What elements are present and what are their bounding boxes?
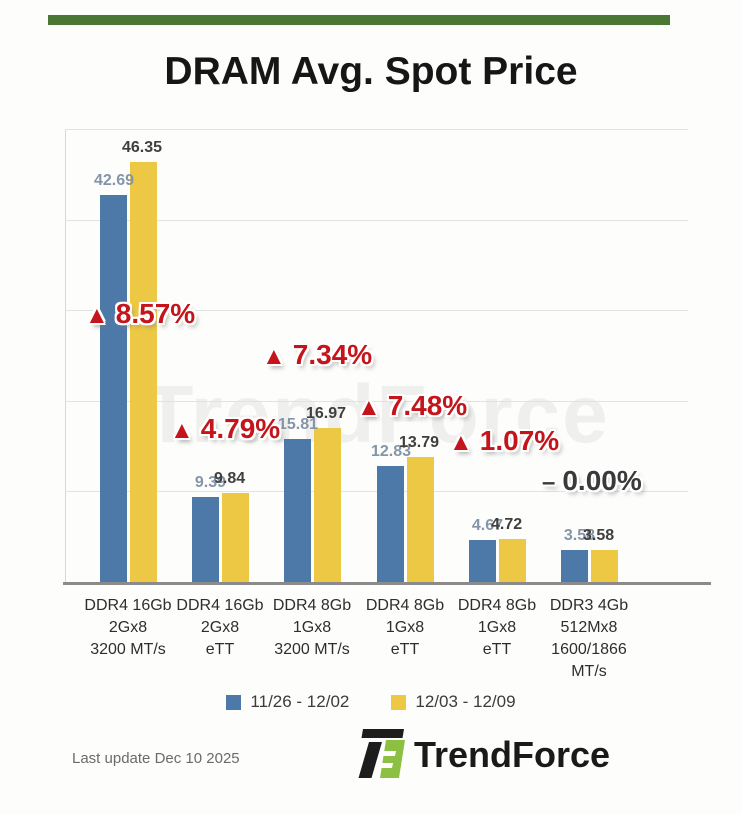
value-label-series2-group1: 46.35 <box>122 139 163 157</box>
change-percent-text: 4.79% <box>200 413 281 444</box>
bar-series1-group5 <box>468 539 496 582</box>
category-label-line: 1Gx8 <box>477 619 517 636</box>
change-percent-text: 7.34% <box>292 339 373 370</box>
value-label-series1-group1: 42.69 <box>93 172 134 190</box>
change-label-group4: ▲ 7.48% <box>357 390 467 422</box>
category-label-line: 3200 MT/s <box>90 641 166 658</box>
value-label-series1-group6: 3.58 <box>563 526 595 544</box>
legend-swatch-blue <box>226 694 242 710</box>
category-label-line: DDR4 8Gb <box>365 597 445 614</box>
category-label-group4: DDR4 8Gb 1Gx8 eTT <box>350 595 460 661</box>
change-percent-text: 1.07% <box>479 425 560 456</box>
category-label-line: 1Gx8 <box>385 619 425 636</box>
chart-legend: 11/26 - 12/02 12/03 - 12/09 <box>0 692 742 712</box>
category-label-line: DDR3 4Gb <box>549 597 629 614</box>
category-label-group3: DDR4 8Gb 1Gx8 3200 MT/s <box>257 595 367 661</box>
flat-dash-icon: – <box>542 469 556 496</box>
bar-chart: TrendForce 42.69 9.39 15.81 12.83 4.67 3.58 46… <box>63 129 711 585</box>
gridline-20 <box>65 400 688 402</box>
category-label-line: DDR4 16Gb <box>176 597 264 614</box>
brand-logo-text: TrendForce <box>414 733 611 775</box>
legend-item-series2: 12/03 - 12/09 <box>391 692 516 712</box>
category-label-line: 512Mx8 <box>560 619 618 636</box>
last-update-text: Last update Dec 10 2025 <box>72 750 240 767</box>
up-triangle-icon: ▲ <box>262 343 286 370</box>
value-label-series2-group3: 16.97 <box>306 405 347 423</box>
top-accent-bar <box>48 15 670 25</box>
value-label-series2-group2: 9.84 <box>214 469 246 487</box>
bar-series1-group4 <box>376 465 404 582</box>
bar-series2-group3 <box>313 428 341 582</box>
category-label-line: 1600/1866 <box>551 641 627 658</box>
legend-label-series2: 12/03 - 12/09 <box>415 692 516 711</box>
change-label-group6: –0.00% <box>542 465 642 497</box>
category-label-line: DDR4 16Gb <box>84 597 172 614</box>
x-axis-line <box>63 582 711 585</box>
category-label-group6: DDR3 4Gb 512Mx8 1600/1866 MT/s <box>534 595 644 683</box>
gridline-50 <box>65 129 688 130</box>
up-triangle-icon: ▲ <box>170 417 194 444</box>
category-label-line: 3200 MT/s <box>274 641 350 658</box>
category-label-line: eTT <box>205 641 235 658</box>
bar-series2-group6 <box>590 549 618 582</box>
y-axis-line <box>65 130 66 583</box>
bar-series1-group6 <box>560 549 588 582</box>
category-label-line: eTT <box>390 641 420 658</box>
category-label-line: 2Gx8 <box>108 619 148 636</box>
legend-item-series1: 11/26 - 12/02 <box>226 692 349 712</box>
bar-series2-group2 <box>221 492 249 582</box>
value-label-series1-group4: 12.83 <box>370 442 411 460</box>
change-percent-text: 8.57% <box>115 298 196 329</box>
bar-series1-group2 <box>191 496 219 582</box>
value-label-series1-group3: 15.81 <box>277 415 318 433</box>
trendforce-logo-icon <box>358 726 406 783</box>
category-label-group5: DDR4 8Gb 1Gx8 eTT <box>442 595 552 661</box>
category-label-group1: DDR4 16Gb 2Gx8 3200 MT/s <box>73 595 183 661</box>
category-label-line: 2Gx8 <box>200 619 240 636</box>
up-triangle-icon: ▲ <box>85 302 109 329</box>
change-label-group2: ▲ 4.79% <box>170 413 280 445</box>
category-label-line: eTT <box>482 641 512 658</box>
legend-label-series1: 11/26 - 12/02 <box>250 692 350 711</box>
category-label-group2: DDR4 16Gb 2Gx8 eTT <box>165 595 275 661</box>
change-label-group3: ▲ 7.34% <box>262 339 372 371</box>
gridline-40 <box>65 219 688 221</box>
up-triangle-icon: ▲ <box>449 429 473 456</box>
gridline-30 <box>65 310 688 312</box>
change-percent-text: 0.00% <box>562 465 642 496</box>
value-label-series2-group5: 4.72 <box>491 516 523 534</box>
value-label-series2-group6: 3.58 <box>583 526 615 544</box>
change-label-group5: ▲ 1.07% <box>449 425 559 457</box>
brand-logo: TrendForce <box>358 726 610 783</box>
change-label-group1: ▲ 8.57% <box>85 298 195 330</box>
change-percent-text: 7.48% <box>387 390 468 421</box>
category-label-line: 1Gx8 <box>292 619 332 636</box>
legend-swatch-yellow <box>391 694 407 710</box>
page-title: DRAM Avg. Spot Price <box>164 50 578 93</box>
bar-series2-group4 <box>406 457 434 582</box>
category-label-line: DDR4 8Gb <box>272 597 352 614</box>
bar-series2-group1 <box>129 162 157 582</box>
bar-series2-group5 <box>498 539 526 582</box>
category-label-line: MT/s <box>571 663 607 680</box>
bar-series1-group1 <box>99 195 127 582</box>
up-triangle-icon: ▲ <box>357 394 381 421</box>
value-label-series1-group2: 9.39 <box>194 473 226 491</box>
bar-series1-group3 <box>283 438 311 582</box>
value-label-series2-group4: 13.79 <box>399 434 440 452</box>
value-label-series1-group5: 4.67 <box>471 516 503 534</box>
category-label-line: DDR4 8Gb <box>457 597 537 614</box>
